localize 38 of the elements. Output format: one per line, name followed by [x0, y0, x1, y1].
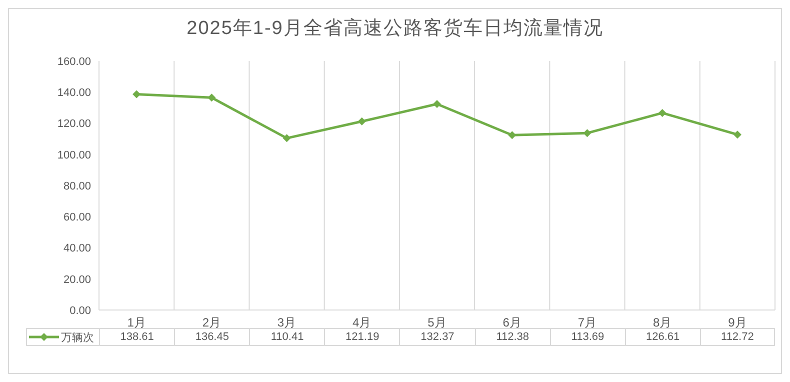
point: [358, 117, 366, 126]
y-tick-label: 100.00: [57, 149, 91, 162]
data-label: 112.38: [474, 328, 550, 346]
data-label: 113.69: [550, 328, 625, 346]
y-tick-label: 40.00: [63, 242, 91, 255]
point: [433, 100, 441, 108]
data-label: 110.41: [249, 328, 324, 346]
x-tick-label: 4月: [352, 316, 372, 330]
point: [733, 130, 742, 139]
x-tick-label: 8月: [652, 316, 672, 330]
x-tick-label: 2月: [202, 316, 222, 330]
data-label: 132.37: [399, 328, 475, 346]
data-label: 112.72: [700, 328, 775, 346]
y-tick-label: 0.00: [70, 304, 91, 317]
y-tick-label: 140.00: [57, 87, 91, 100]
point: [658, 108, 666, 117]
y-tick-label: 160.00: [57, 56, 91, 68]
y-tick-label: 80.00: [63, 180, 91, 192]
x-tick-label: 9月: [728, 316, 747, 330]
x-tick-label: 1月: [127, 316, 146, 330]
y-tick-label: 120.00: [57, 118, 91, 130]
x-tick-label: 5月: [428, 316, 446, 330]
point: [282, 134, 291, 142]
y-tick-label: 60.00: [63, 212, 91, 224]
point: [132, 90, 141, 98]
point: [208, 94, 216, 102]
data-label: 136.45: [174, 328, 250, 346]
data-label: 138.61: [99, 328, 174, 346]
x-tick-label: 7月: [578, 316, 597, 330]
chart-title: 2025年1-9月全省高速公路客货车日均流量情况: [186, 17, 604, 41]
data-label: 126.61: [624, 328, 700, 346]
point: [508, 131, 516, 140]
y-tick-label: 20.00: [63, 274, 91, 286]
x-tick-label: 6月: [502, 316, 522, 330]
data-label: 121.19: [324, 328, 400, 346]
x-tick-label: 3月: [277, 316, 296, 330]
point: [583, 129, 592, 138]
legend-label: 万辆次: [61, 330, 94, 344]
